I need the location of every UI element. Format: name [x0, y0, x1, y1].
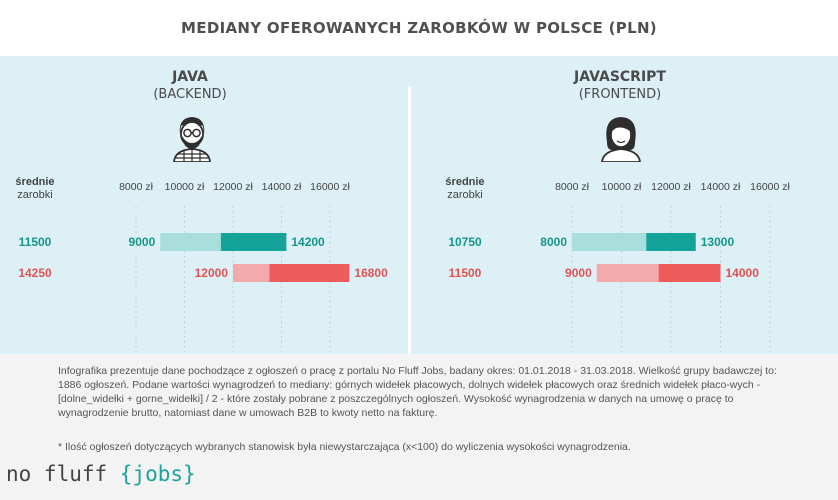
- javascript-high-value-label: 13000: [701, 235, 735, 249]
- java-high-value-label: 14200: [291, 235, 325, 249]
- java-x-tick-label: 10000 zł: [165, 181, 205, 193]
- footnote: * Ilość ogłoszeń dotyczących wybranych s…: [58, 441, 631, 453]
- javascript-range-high-bar: [646, 233, 696, 251]
- page-title: MEDIANY OFEROWANYCH ZAROBKÓW W POLSCE (P…: [181, 19, 657, 37]
- methodology-note: Infografika prezentuje dane pochodzące z…: [58, 365, 777, 419]
- chart-panel: [0, 56, 838, 354]
- java-avg-value-label: 11500: [19, 235, 52, 249]
- java-low-value-label: 9000: [129, 235, 156, 249]
- java-title: JAVA: [172, 69, 208, 85]
- javascript-x-tick-label: 16000 zł: [750, 181, 790, 193]
- footer: [0, 354, 838, 500]
- javascript-low-value-label: 9000: [565, 266, 592, 280]
- java-avg-header-line1: średnie: [15, 176, 55, 188]
- javascript-range-high-bar: [658, 264, 721, 282]
- javascript-range-low-bar: [596, 264, 659, 282]
- java-high-value-label: 16800: [354, 266, 388, 280]
- java-subtitle: (BACKEND): [153, 87, 227, 102]
- panel-divider: [408, 86, 411, 354]
- javascript-avg-header: średnie zarobki: [440, 176, 490, 202]
- java-range-low-bar: [233, 264, 270, 282]
- java-avg-header-line2: zarobki: [17, 189, 53, 201]
- java-avg-header: średnie zarobki: [10, 176, 60, 202]
- brand-logo: no fluff {jobs}: [6, 462, 196, 486]
- java-x-tick-label: 14000 zł: [262, 181, 302, 193]
- java-avg-value-label: 14250: [18, 266, 52, 280]
- javascript-x-tick-label: 12000 zł: [651, 181, 691, 193]
- javascript-avg-header-line1: średnie: [445, 176, 485, 188]
- javascript-high-value-label: 14000: [726, 266, 760, 280]
- java-range-high-bar: [220, 233, 287, 251]
- javascript-low-value-label: 8000: [540, 235, 567, 249]
- javascript-x-tick-label: 10000 zł: [602, 181, 642, 193]
- java-x-tick-label: 8000 zł: [119, 181, 154, 193]
- header: MEDIANY OFEROWANYCH ZAROBKÓW W POLSCE (P…: [0, 0, 838, 56]
- javascript-avg-value-label: 10750: [448, 235, 482, 249]
- javascript-title: JAVASCRIPT: [574, 69, 666, 85]
- javascript-avg-value-label: 11500: [449, 266, 482, 280]
- logo-text: no fluff: [6, 462, 120, 486]
- javascript-subtitle: (FRONTEND): [578, 87, 662, 102]
- javascript-range-low-bar: [572, 233, 647, 251]
- java-range-low-bar: [160, 233, 221, 251]
- javascript-chart-heading: JAVASCRIPT (FRONTEND): [560, 68, 680, 104]
- charts-svg: 8000 zł 10000 zł 12000 zł 14000 zł 16000 zł 9…: [18, 181, 791, 352]
- male-developer-icon: [173, 117, 211, 162]
- java-x-tick-label: 12000 zł: [213, 181, 253, 193]
- java-range-high-bar: [269, 264, 350, 282]
- java-x-tick-label: 16000 zł: [310, 181, 350, 193]
- javascript-x-tick-label: 14000 zł: [701, 181, 741, 193]
- logo-jobs-text: {jobs}: [119, 462, 196, 486]
- javascript-x-tick-label: 8000 zł: [555, 181, 590, 193]
- javascript-avg-header-line2: zarobki: [447, 189, 483, 201]
- java-low-value-label: 12000: [195, 266, 229, 280]
- java-chart-heading: JAVA (BACKEND): [140, 68, 240, 104]
- female-developer-icon: [601, 117, 641, 162]
